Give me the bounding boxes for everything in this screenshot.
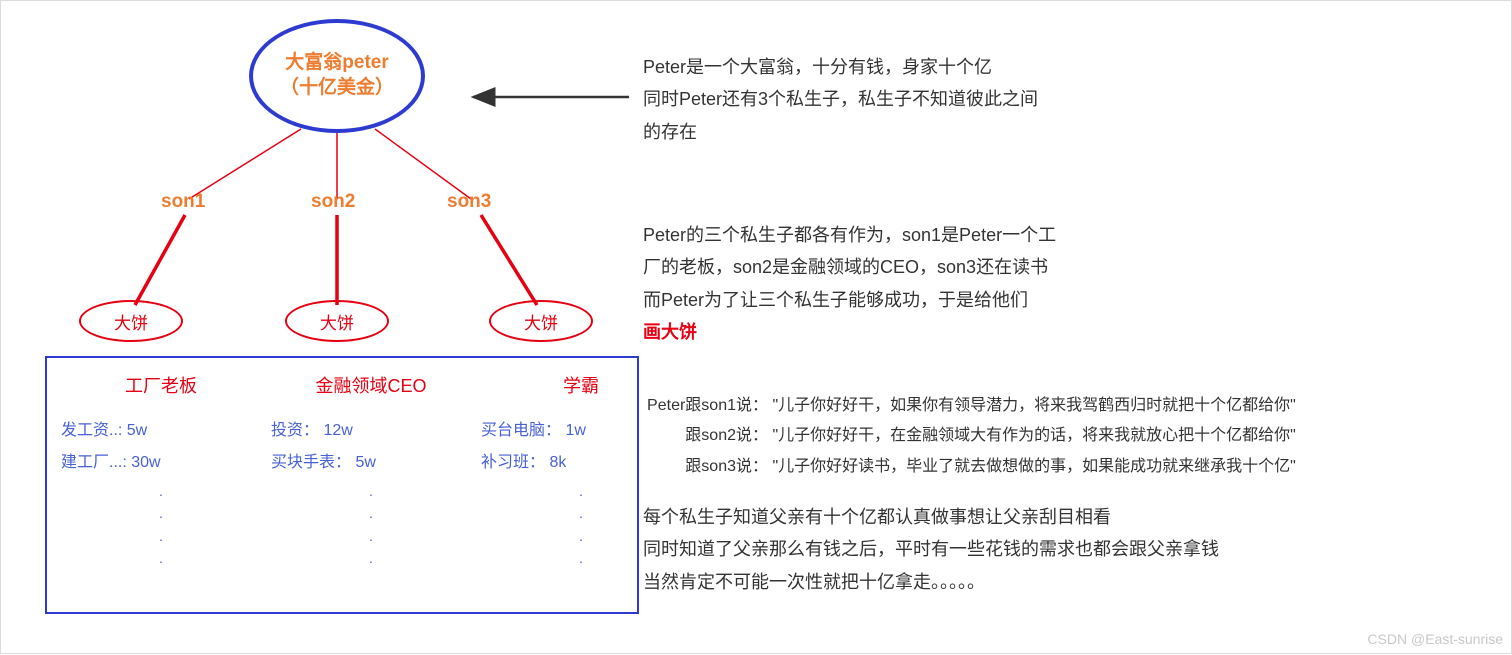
diagram-canvas: 大富翁peter （十亿美金） son1 son2 son3 大饼 大饼 大饼 工厂老板…	[0, 0, 1512, 654]
text-line: 的存在	[643, 116, 1038, 148]
peter-line2: （十亿美金）	[280, 76, 394, 101]
text-line: Peter是一个大富翁，十分有钱，身家十个亿	[643, 51, 1038, 83]
pie-node-1: 大饼	[79, 300, 183, 342]
table-row: 投资： 12w	[271, 416, 471, 440]
table-column-head: 金融领域CEO	[271, 372, 471, 398]
table-dots: ....	[61, 480, 261, 570]
pie-node-2: 大饼	[285, 300, 389, 342]
son-label-1: son1	[161, 191, 205, 213]
son-label-2: son2	[311, 191, 355, 213]
peter-says: Peter跟son1说： "儿子你好好干，如果你有领导潜力，将来我驾鹤西归时就把…	[643, 391, 1296, 482]
pie-node-3: 大饼	[489, 300, 593, 342]
text-line: 同时知道了父亲那么有钱之后，平时有一些花钱的需求也都会跟父亲拿钱	[643, 533, 1219, 565]
table-row: 买块手表： 5w	[271, 448, 471, 472]
text-line: 厂的老板，son2是金融领域的CEO，son3还在读书	[643, 251, 1056, 283]
say-who: 跟son3说：	[643, 452, 768, 482]
expense-table: 工厂老板发工资..: 5w 建工厂...: 30w.... 金融领域CEO 投资： 1…	[45, 356, 639, 614]
red-emphasis: 画大饼	[643, 316, 1056, 348]
text-line: Peter的三个私生子都各有作为，son1是Peter一个工	[643, 219, 1056, 251]
say-quote: "儿子你好好干，如果你有领导潜力，将来我驾鹤西归时就把十个亿都给你"	[768, 397, 1296, 414]
description-1: Peter是一个大富翁，十分有钱，身家十个亿同时Peter还有3个私生子，私生子…	[643, 51, 1038, 148]
table-column-head: 工厂老板	[61, 372, 261, 398]
say-who: Peter跟son1说：	[643, 391, 768, 421]
text-line: 当然肯定不可能一次性就把十亿拿走。。。。。	[643, 566, 1219, 598]
watermark: CSDN @East-sunrise	[1367, 631, 1503, 647]
say-quote: "儿子你好好读书，毕业了就去做想做的事，如果能成功就来继承我十个亿"	[768, 458, 1296, 475]
description-2: Peter的三个私生子都各有作为，son1是Peter一个工厂的老板，son2是…	[643, 219, 1056, 349]
description-3: 每个私生子知道父亲有十个亿都认真做事想让父亲刮目相看同时知道了父亲那么有钱之后，…	[643, 501, 1219, 598]
table-dots: ....	[271, 480, 471, 570]
say-quote: "儿子你好好干，在金融领域大有作为的话，将来我就放心把十个亿都给你"	[768, 427, 1296, 444]
table-row: 发工资..: 5w	[61, 416, 261, 440]
say-row-3: 跟son3说： "儿子你好好读书，毕业了就去做想做的事，如果能成功就来继承我十个…	[643, 452, 1296, 482]
table-column-1: 金融领域CEO 投资： 12w 买块手表： 5w....	[271, 372, 471, 570]
text-line: 每个私生子知道父亲有十个亿都认真做事想让父亲刮目相看	[643, 501, 1219, 533]
peter-line1: 大富翁peter	[285, 51, 388, 76]
text-line: 而Peter为了让三个私生子能够成功，于是给他们	[643, 284, 1056, 316]
table-column-0: 工厂老板发工资..: 5w 建工厂...: 30w....	[61, 372, 261, 570]
peter-node: 大富翁peter （十亿美金）	[249, 19, 425, 133]
say-row-1: Peter跟son1说： "儿子你好好干，如果你有领导潜力，将来我驾鹤西归时就把…	[643, 391, 1296, 421]
text-line: 同时Peter还有3个私生子，私生子不知道彼此之间	[643, 83, 1038, 115]
son-label-3: son3	[447, 191, 491, 213]
say-who: 跟son2说：	[643, 421, 768, 451]
table-row: 建工厂...: 30w	[61, 448, 261, 472]
say-row-2: 跟son2说： "儿子你好好干，在金融领域大有作为的话，将来我就放心把十个亿都给…	[643, 421, 1296, 451]
